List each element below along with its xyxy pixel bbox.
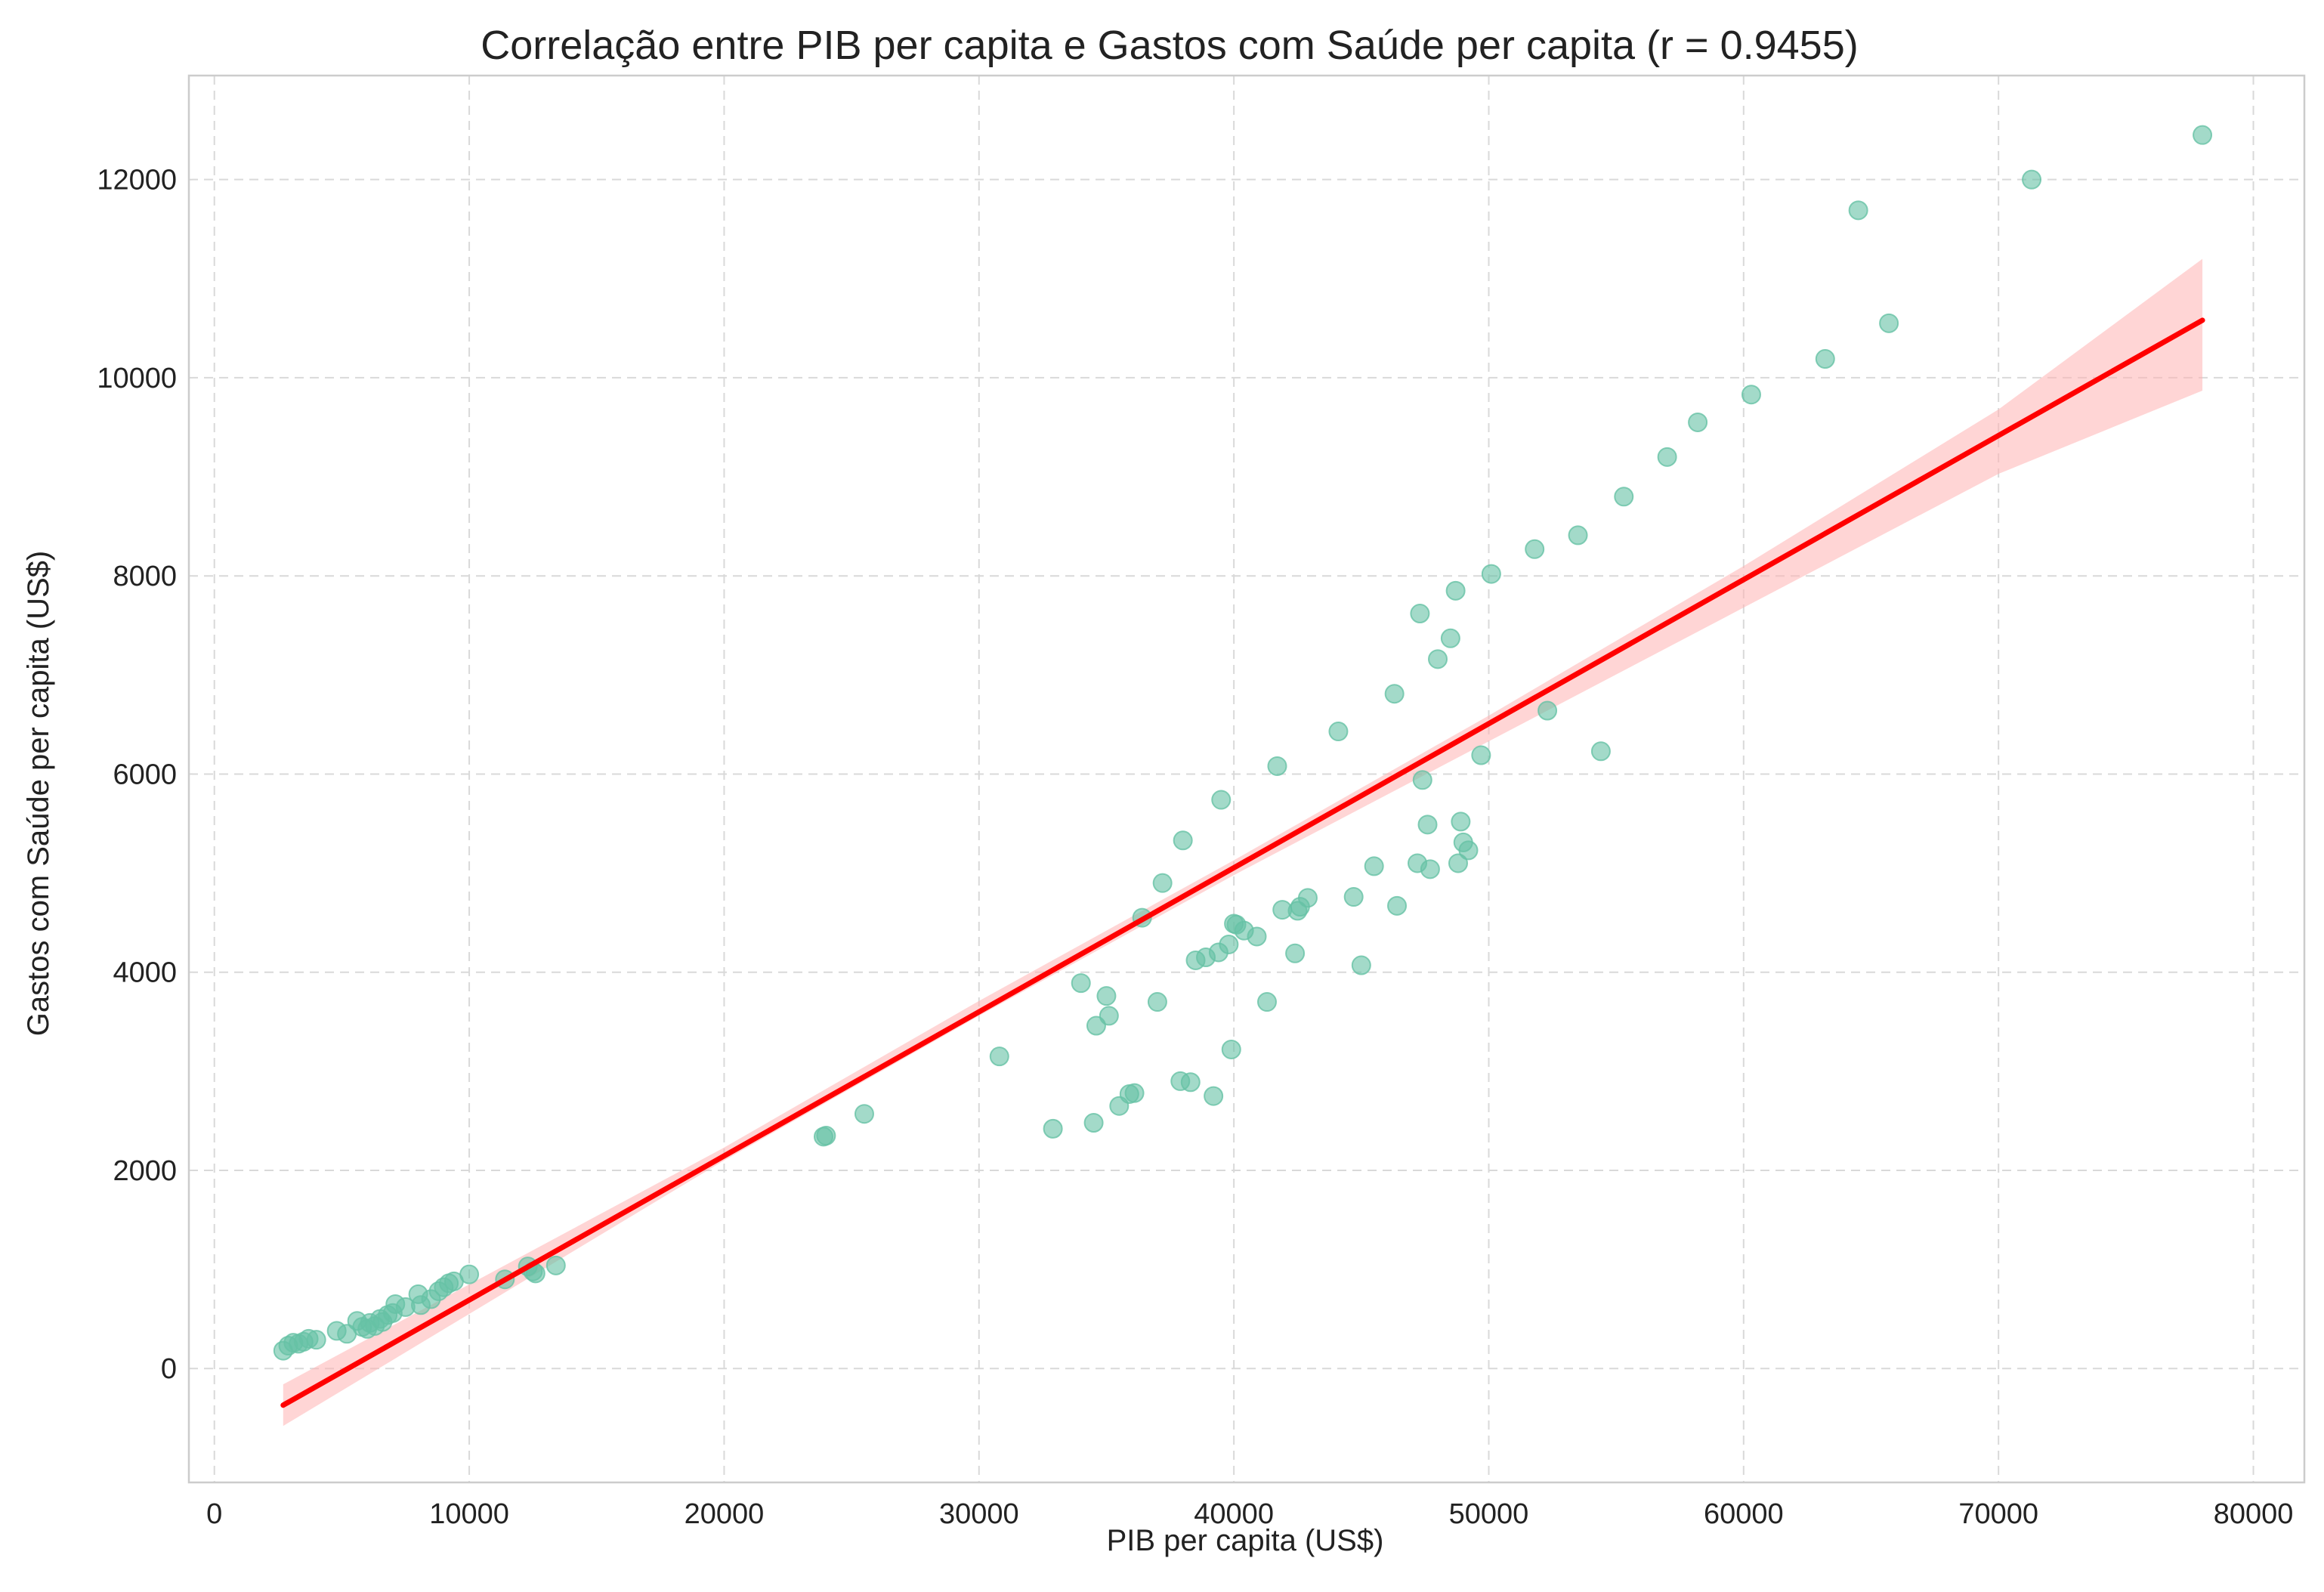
- scatter-point: [1219, 934, 1239, 954]
- scatter-point: [1537, 700, 1558, 721]
- grid: [189, 76, 2304, 1482]
- scatter-point: [1124, 1083, 1145, 1103]
- scatter-point: [1285, 943, 1306, 963]
- scatter-point: [1267, 756, 1287, 776]
- x-tick-label: 60000: [1704, 1498, 1784, 1530]
- x-tick-label: 0: [206, 1498, 222, 1530]
- scatter-point: [1071, 973, 1091, 994]
- scatter-point: [1297, 888, 1318, 908]
- scatter-point: [1043, 1118, 1063, 1139]
- scatter-point: [545, 1255, 566, 1275]
- scatter-point: [1147, 992, 1167, 1012]
- scatter-point: [2022, 169, 2042, 190]
- scatter-point: [1364, 856, 1384, 876]
- scatter-point: [1173, 830, 1193, 851]
- x-tick-label: 20000: [685, 1498, 765, 1530]
- scatter-point: [989, 1046, 1009, 1067]
- scatter-point: [854, 1104, 874, 1124]
- points-layer: [273, 125, 2213, 1361]
- confidence-band: [283, 258, 2203, 1427]
- confidence-band-layer: [283, 258, 2203, 1427]
- scatter-point: [1614, 487, 1634, 507]
- scatter-point: [1180, 1072, 1201, 1093]
- scatter-point: [306, 1330, 326, 1350]
- x-tick-label: 70000: [1958, 1498, 2038, 1530]
- scatter-point: [1445, 580, 1466, 601]
- scatter-point: [1099, 1006, 1119, 1026]
- x-tick-label: 40000: [1194, 1498, 1274, 1530]
- scatter-point: [1387, 895, 1408, 916]
- x-tick-label: 80000: [2214, 1498, 2294, 1530]
- regression-line-layer: [280, 317, 2205, 1408]
- scatter-point: [1410, 604, 1430, 624]
- y-axis-ticks: 0 2000 4000 6000 8000 10000 12000: [97, 165, 177, 1386]
- scatter-point: [1351, 955, 1371, 975]
- y-tick-label: 8000: [113, 561, 177, 592]
- scatter-point: [1152, 873, 1173, 893]
- scatter-point: [1417, 815, 1438, 835]
- regression-line: [280, 317, 2205, 1408]
- scatter-point: [1328, 722, 1349, 742]
- y-tick-label: 6000: [113, 759, 177, 790]
- scatter-point: [1481, 564, 1501, 584]
- scatter-point: [1848, 200, 1868, 221]
- y-tick-label: 0: [161, 1353, 177, 1385]
- scatter-point: [816, 1126, 836, 1146]
- y-axis-label: Gastos com Saúde per capita (US$): [22, 551, 55, 1037]
- x-tick-label: 30000: [939, 1498, 1019, 1530]
- x-axis-ticks: 0 10000 20000 30000 40000 50000 60000 70000 8000…: [206, 1498, 2293, 1530]
- scatter-point: [1815, 349, 1835, 369]
- chart-title: Correlação entre PIB per capita e Gastos…: [481, 23, 1858, 68]
- x-tick-label: 10000: [429, 1498, 509, 1530]
- scatter-point: [1879, 313, 1899, 333]
- scatter-point: [1343, 887, 1364, 907]
- scatter-point: [1657, 447, 1677, 467]
- x-axis-label: PIB per capita (US$): [1107, 1524, 1384, 1557]
- plot-frame: [187, 74, 2306, 1484]
- scatter-point: [1420, 859, 1440, 879]
- scatter-point: [1448, 853, 1468, 873]
- scatter-point: [1256, 992, 1277, 1012]
- scatter-point: [1590, 741, 1611, 762]
- y-tick-label: 12000: [97, 165, 177, 196]
- scatter-point: [1384, 684, 1405, 704]
- scatter-point: [1083, 1113, 1104, 1133]
- scatter-point: [1451, 811, 1471, 832]
- scatter-point: [1741, 385, 1761, 405]
- scatter-point: [1458, 840, 1479, 861]
- scatter-point: [1204, 1086, 1224, 1106]
- y-tick-label: 4000: [113, 957, 177, 989]
- scatter-point: [1568, 525, 1588, 546]
- scatter-point: [2193, 125, 2213, 145]
- scatter-point: [1428, 649, 1448, 669]
- scatter-point: [1412, 770, 1432, 790]
- scatter-point: [459, 1264, 480, 1284]
- scatter-point: [1247, 926, 1267, 947]
- scatter-point: [1211, 790, 1232, 810]
- scatter-point: [1440, 628, 1460, 648]
- scatter-point: [1688, 412, 1708, 432]
- x-tick-label: 50000: [1449, 1498, 1529, 1530]
- scatter-point: [1221, 1039, 1241, 1059]
- y-tick-label: 10000: [97, 363, 177, 394]
- scatter-point: [1471, 745, 1491, 765]
- y-tick-label: 2000: [113, 1155, 177, 1187]
- scatter-point: [1525, 539, 1545, 559]
- scatter-point: [1096, 986, 1117, 1006]
